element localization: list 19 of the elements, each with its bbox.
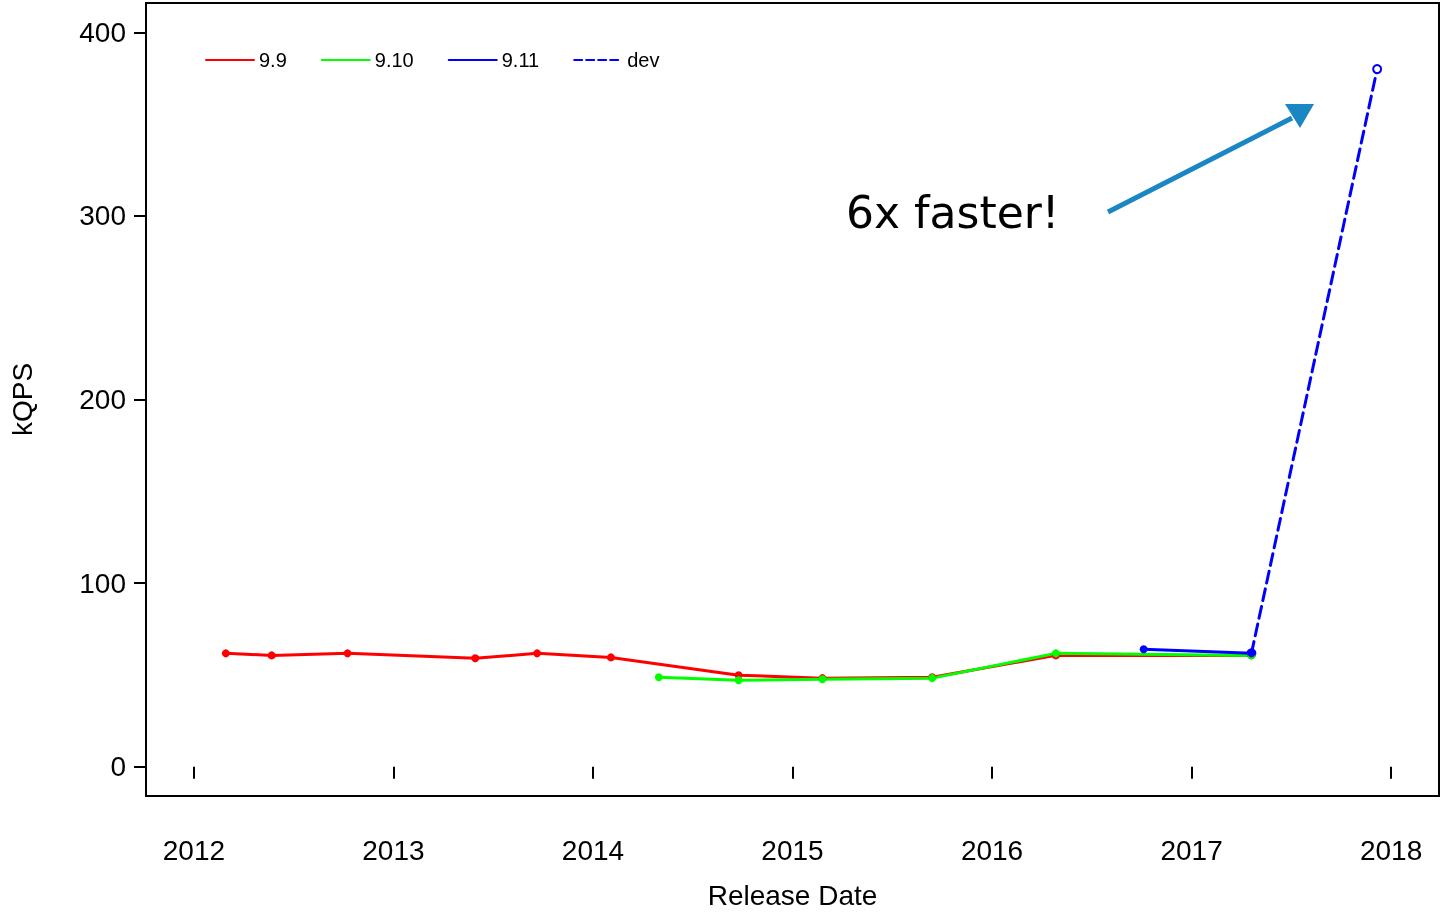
legend-label: 9.11	[501, 49, 540, 71]
x-tick-label: 2016	[960, 834, 1024, 866]
x-tick-label: 2014	[561, 834, 625, 866]
y-tick-label: 100	[79, 567, 126, 599]
y-tick-label: 0	[110, 751, 126, 783]
legend-label: 9.9	[259, 49, 287, 71]
x-tick-label: 2013	[362, 834, 425, 866]
legend-label: dev	[627, 49, 660, 71]
y-tick-label: 200	[79, 384, 126, 415]
x-tick-label: 2012	[162, 834, 226, 866]
x-axis-title: Release Date	[707, 879, 878, 911]
y-axis-title: kQPS	[6, 362, 38, 437]
x-tick-label: 2017	[1160, 834, 1223, 866]
legend-label: 9.10	[374, 49, 414, 71]
annotation: 6x faster!	[846, 186, 1060, 238]
x-tick-label: 2018	[1359, 834, 1423, 866]
y-tick-label: 400	[79, 16, 126, 48]
x-tick-label: 2015	[761, 834, 824, 866]
y-tick-label: 300	[79, 200, 126, 232]
